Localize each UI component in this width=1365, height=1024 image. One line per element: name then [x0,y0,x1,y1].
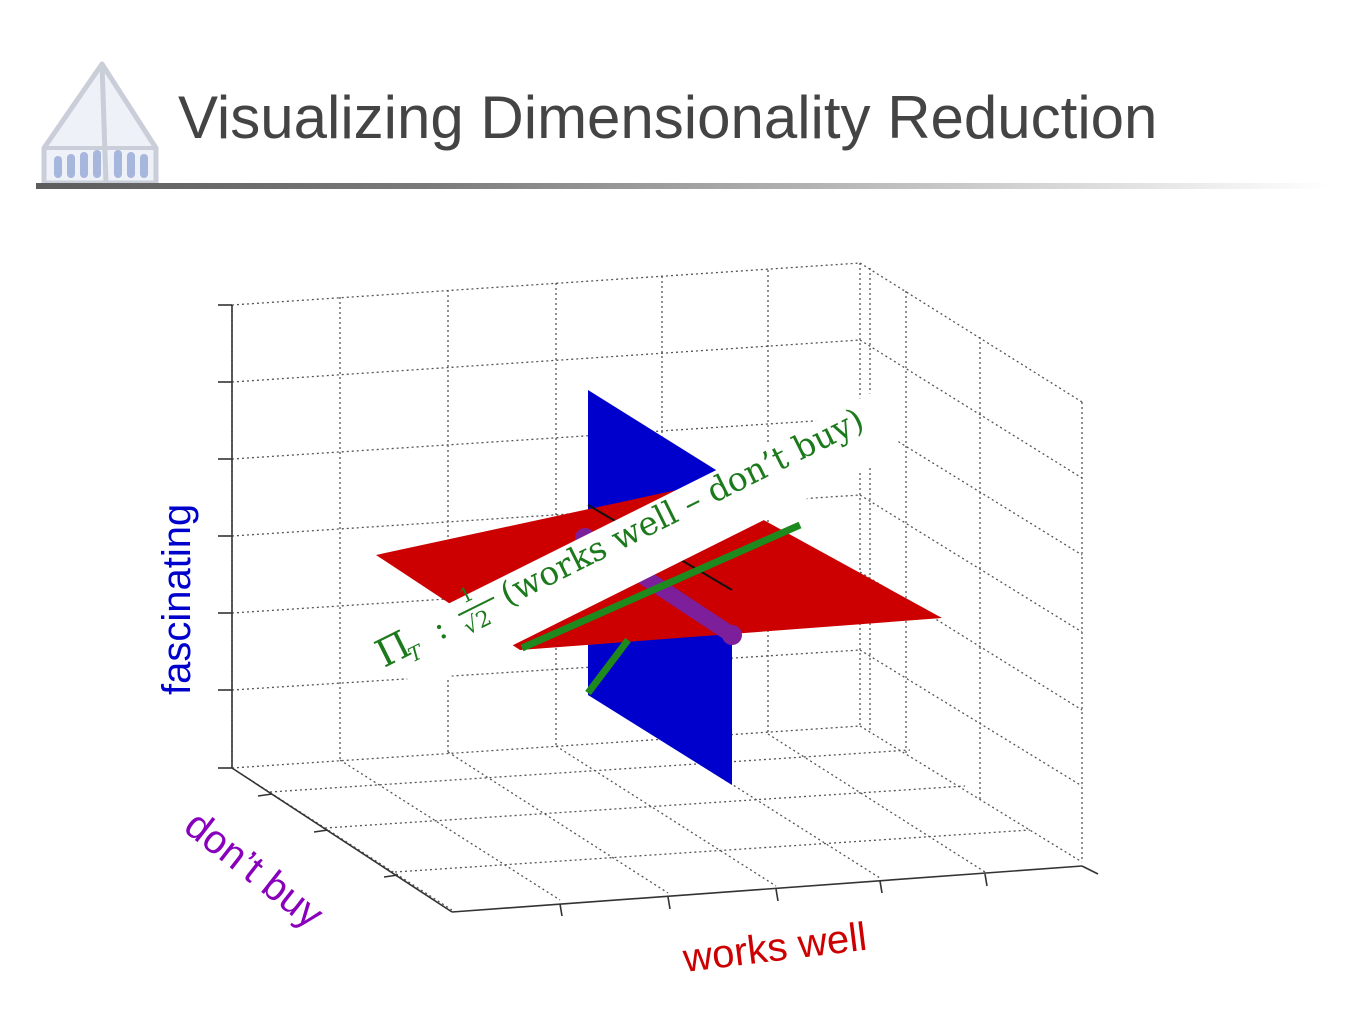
projection-label [385,391,903,695]
chapel-logo-icon [41,61,159,186]
projection-label-background [385,391,903,695]
axis-label-works-well: works well [680,915,869,981]
axis-label-fascinating: fascinating [155,504,199,695]
axis-label-dont-buy: don’t buy [176,802,331,937]
slide-title: Visualizing Dimensionality Reduction [178,84,1158,151]
title-divider [36,183,1331,189]
green-line-main [520,521,802,652]
purple-endpoint-front [722,625,742,645]
green-line-vertical [585,637,631,696]
axis-lines [218,304,1099,917]
